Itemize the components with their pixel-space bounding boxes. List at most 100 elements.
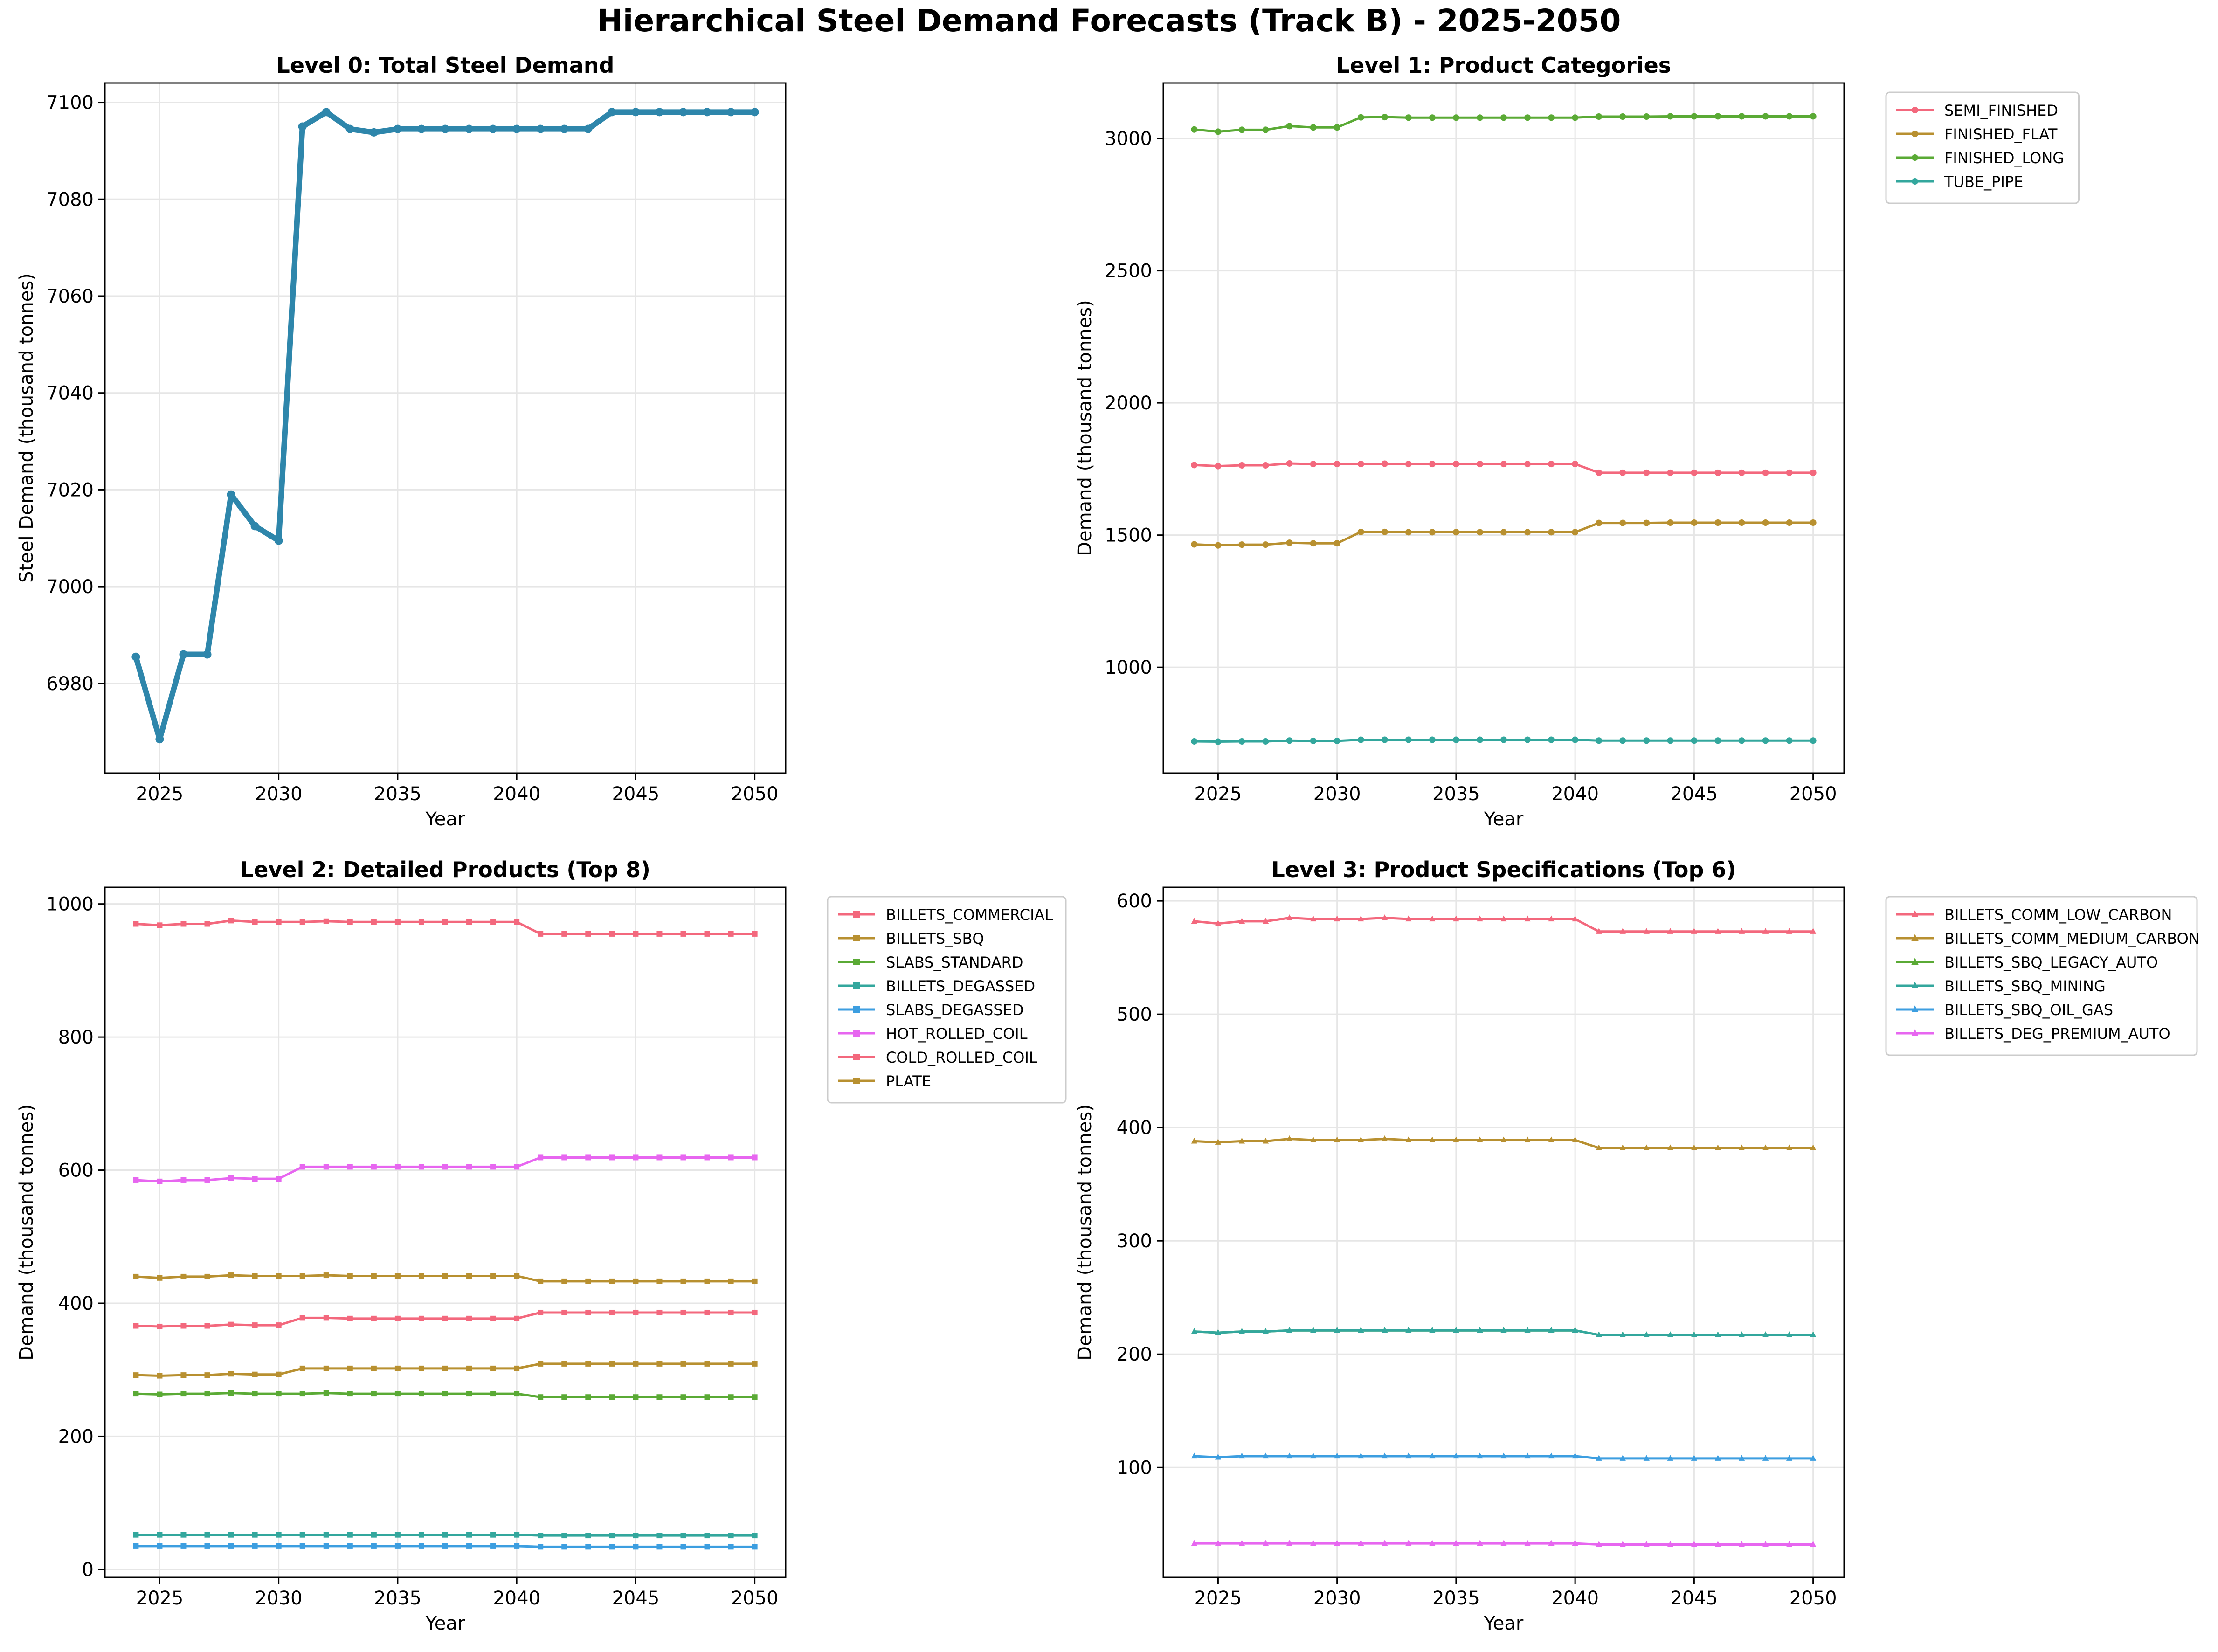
data-point [703, 108, 712, 117]
legend-label: BILLETS_COMMERCIAL [886, 906, 1053, 924]
data-point [1714, 1541, 1721, 1547]
legend-entry: SLABS_STANDARD [838, 954, 1023, 971]
x-tick-label: 2025 [1195, 1588, 1242, 1609]
data-point [1762, 469, 1769, 476]
data-point [347, 1365, 353, 1371]
data-point [1619, 1331, 1626, 1338]
figure-title: Hierarchical Steel Demand Forecasts (Tra… [597, 3, 1621, 39]
data-point [490, 1532, 496, 1538]
data-point [1810, 1144, 1817, 1151]
data-point [752, 1533, 758, 1539]
data-point [1714, 519, 1721, 526]
data-point [1191, 462, 1198, 469]
legend-label: BILLETS_COMM_MEDIUM_CARBON [1944, 930, 2200, 947]
data-point [1357, 528, 1364, 535]
data-point [155, 735, 164, 744]
data-point [276, 1371, 282, 1377]
y-axis-label: Steel Demand (thousand tonnes) [16, 273, 37, 583]
data-point [633, 1533, 639, 1539]
data-point [1667, 1541, 1673, 1547]
data-point [1429, 1327, 1436, 1333]
data-point [1810, 1331, 1817, 1338]
data-point [418, 1315, 424, 1321]
data-point [1810, 519, 1817, 526]
data-point [371, 1273, 377, 1279]
data-point [157, 1373, 163, 1379]
data-point [1477, 915, 1483, 922]
x-tick-label: 2045 [612, 783, 659, 805]
data-point [180, 1177, 187, 1183]
x-tick-label: 2045 [1670, 1588, 1718, 1609]
data-point [1262, 541, 1269, 548]
legend-marker [1912, 107, 1918, 113]
data-point [180, 921, 187, 927]
data-point [1548, 1327, 1555, 1333]
data-point [1382, 1135, 1388, 1141]
data-point [656, 1533, 663, 1539]
data-point [1762, 1455, 1769, 1461]
data-point [1286, 737, 1293, 744]
legend-box [1885, 896, 2198, 1056]
data-point [276, 1273, 282, 1279]
data-point [252, 1273, 258, 1279]
data-point [1238, 918, 1245, 924]
data-point [1691, 113, 1698, 120]
data-point [1500, 736, 1507, 743]
data-point [512, 124, 521, 133]
legend-marker [853, 935, 860, 941]
data-point [1310, 1136, 1317, 1143]
data-point [1191, 1452, 1197, 1459]
data-point [1667, 1455, 1673, 1461]
data-point [1596, 1331, 1602, 1338]
data-point [1596, 737, 1603, 744]
data-point [323, 1315, 329, 1321]
y-tick-label: 800 [58, 1027, 94, 1048]
data-point [1691, 1455, 1697, 1461]
data-point [394, 1164, 401, 1170]
x-tick-label: 2045 [612, 1588, 659, 1609]
data-point [1500, 1327, 1507, 1333]
data-point [157, 1178, 163, 1184]
y-tick-label: 2500 [1105, 261, 1152, 282]
series-slabs_degassed [133, 1543, 758, 1550]
data-point [371, 1391, 377, 1397]
data-point [1524, 1327, 1531, 1333]
data-point [418, 1391, 424, 1397]
data-point [371, 1164, 377, 1170]
data-point [1429, 1136, 1436, 1143]
data-point [1667, 519, 1674, 526]
data-point [1524, 529, 1531, 536]
data-point [679, 108, 688, 117]
legend-entry: BILLETS_DEG_PREMIUM_AUTO [1896, 1025, 2170, 1043]
legend-box [827, 896, 1067, 1104]
y-tick-label: 400 [1117, 1117, 1152, 1139]
series-plate [133, 1361, 758, 1379]
data-point [347, 1273, 353, 1279]
y-tick-label: 3000 [1105, 128, 1152, 150]
data-point [560, 124, 569, 133]
series-semi_finished [1191, 460, 1817, 476]
data-point [1381, 736, 1388, 743]
data-point [252, 1391, 258, 1397]
data-point [157, 1391, 163, 1397]
data-point [371, 1532, 377, 1538]
data-point [418, 1273, 424, 1279]
data-point [490, 919, 496, 925]
series-hot_rolled_coil [133, 1154, 758, 1184]
data-point [1334, 124, 1340, 131]
data-point [1691, 737, 1698, 744]
y-tick-label: 600 [58, 1160, 94, 1182]
data-point [204, 1323, 210, 1329]
data-point [1548, 915, 1555, 922]
data-point [204, 1273, 210, 1279]
x-tick-label: 2025 [1195, 783, 1242, 805]
data-point [1810, 737, 1817, 744]
data-point [157, 1543, 163, 1549]
data-point [252, 1543, 258, 1549]
data-point [1738, 469, 1745, 476]
data-point [1596, 519, 1603, 526]
data-point [1310, 1452, 1317, 1459]
data-point [1429, 461, 1436, 468]
data-point [1215, 920, 1222, 926]
data-point [157, 1532, 163, 1538]
